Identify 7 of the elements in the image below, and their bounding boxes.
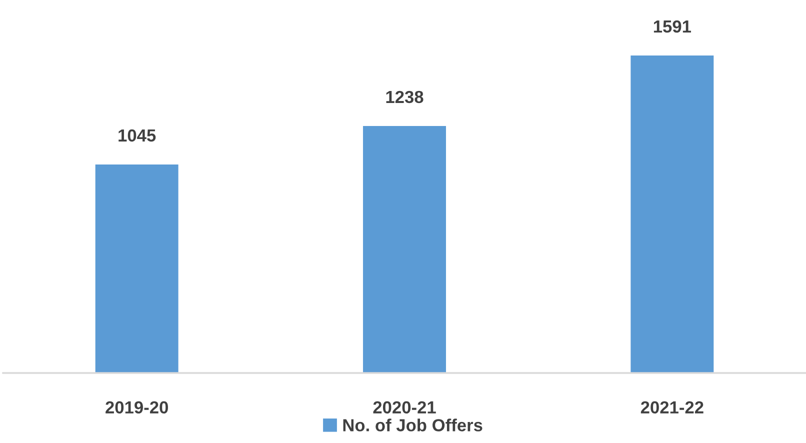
data-label: 1045 — [118, 129, 156, 142]
x-tick-label: 2021-22 — [640, 401, 704, 414]
x-tick-label: 2019-20 — [106, 401, 168, 414]
legend-label: No. of Job Offers — [343, 418, 482, 432]
data-label: 1238 — [386, 90, 424, 104]
x-tick-label: 2020-21 — [373, 401, 436, 414]
data-label: 1591 — [654, 20, 691, 33]
